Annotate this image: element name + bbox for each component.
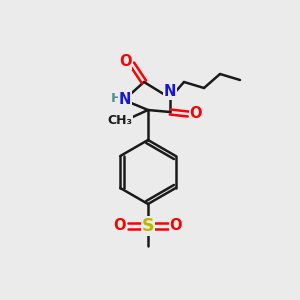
Text: CH₃: CH₃ xyxy=(107,115,133,128)
Text: N: N xyxy=(119,92,131,106)
Text: N: N xyxy=(164,85,176,100)
Text: O: O xyxy=(119,55,131,70)
Text: O: O xyxy=(190,106,202,122)
Text: O: O xyxy=(170,218,182,233)
Text: S: S xyxy=(142,217,154,235)
Text: O: O xyxy=(114,218,126,233)
Text: H: H xyxy=(110,92,122,106)
